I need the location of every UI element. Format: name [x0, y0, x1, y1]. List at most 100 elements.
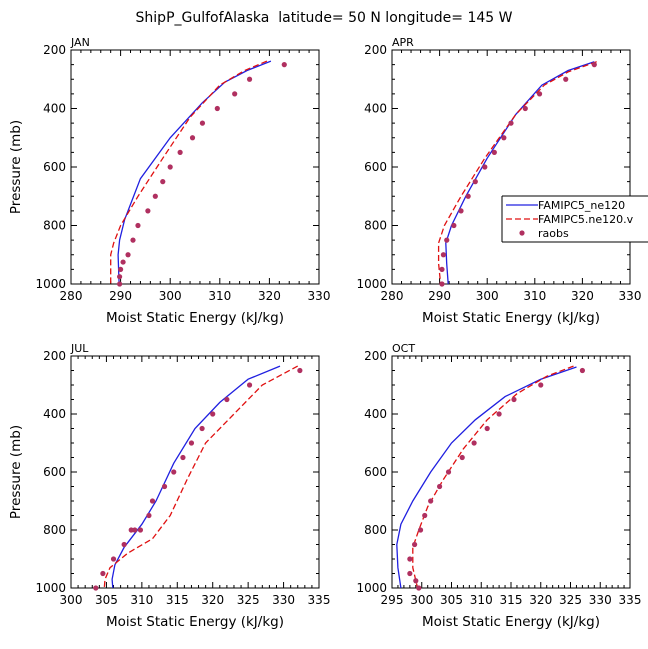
- x-tick-label: 300: [60, 593, 83, 607]
- series-line-famipc5-ne120: [117, 60, 272, 285]
- y-tick-label: 400: [43, 407, 66, 421]
- raobs-point: [440, 252, 447, 258]
- x-tick-label: 300: [410, 593, 433, 607]
- y-tick-label: 600: [43, 465, 66, 479]
- plot-frame: [391, 355, 631, 589]
- raobs-point: [160, 179, 166, 185]
- raobs-point: [407, 570, 413, 577]
- raobs-point: [281, 62, 287, 68]
- series-line-famipc5-ne120-v: [103, 365, 299, 589]
- raobs-point: [188, 440, 195, 446]
- raobs-point: [511, 396, 517, 403]
- y-tick-label: 200: [43, 43, 66, 57]
- raobs-point: [137, 527, 144, 533]
- x-tick-label: 335: [619, 593, 642, 607]
- raobs-point: [422, 512, 428, 519]
- panel-oct: OCT 295 300 305 310 315 320 325 330 335 200 400 600 8…: [356, 342, 641, 630]
- raobs-point: [145, 208, 151, 214]
- panel-title: JUL: [70, 342, 89, 355]
- x-axis-label: Moist Static Energy (kJ/kg): [106, 310, 284, 326]
- x-tick-label: 320: [258, 289, 281, 303]
- x-tick-label: 325: [559, 593, 582, 607]
- panel-apr: APR 280 290 300 310 320 330 200 400 600 800 1000 Moi…: [356, 36, 641, 326]
- panel-title: JAN: [70, 36, 90, 49]
- raobs-point: [152, 193, 158, 199]
- raobs-point: [412, 541, 418, 548]
- series-line-famipc5-ne120: [445, 61, 595, 285]
- raobs-point: [496, 411, 502, 417]
- x-tick-label: 330: [619, 289, 642, 303]
- raobs-point: [189, 135, 196, 141]
- raobs-point: [491, 149, 497, 155]
- raobs-point: [161, 483, 168, 490]
- raobs-point: [413, 578, 419, 584]
- raobs-point: [508, 120, 514, 126]
- raobs-point: [199, 425, 205, 432]
- legend-label: raobs: [538, 227, 569, 240]
- series-line-famipc5-ne120: [396, 366, 577, 589]
- x-tick-label: 310: [130, 593, 153, 607]
- x-tick-label: 300: [476, 289, 499, 303]
- panel-title: OCT: [392, 342, 415, 355]
- legend-label: FAMIPC5_ne120: [538, 199, 625, 212]
- x-axis-label: Moist Static Energy (kJ/kg): [422, 310, 600, 326]
- raobs-point: [167, 164, 173, 170]
- raobs-point: [246, 382, 253, 388]
- raobs-point: [130, 237, 136, 243]
- panel-title: APR: [392, 36, 414, 49]
- x-tick-label: 305: [440, 593, 463, 607]
- legend-label: FAMIPC5.ne120.v: [538, 213, 634, 226]
- y-tick-label: 800: [364, 523, 387, 537]
- y-tick-label: 400: [43, 102, 66, 116]
- x-axis-label: Moist Static Energy (kJ/kg): [106, 614, 284, 630]
- raobs-point: [501, 135, 507, 141]
- y-tick-label: 1000: [356, 581, 387, 595]
- x-tick-label: 315: [500, 593, 523, 607]
- raobs-point: [439, 281, 445, 287]
- raobs-point: [407, 556, 413, 562]
- raobs-point: [522, 105, 528, 112]
- raobs-point: [246, 76, 253, 82]
- raobs-point: [428, 498, 434, 504]
- y-tick-label: 200: [43, 349, 66, 363]
- raobs-point: [120, 259, 126, 265]
- raobs-point: [117, 274, 123, 280]
- x-tick-label: 290: [428, 289, 451, 303]
- x-axis-label: Moist Static Energy (kJ/kg): [422, 614, 600, 630]
- y-tick-label: 400: [364, 102, 387, 116]
- raobs-point: [417, 527, 424, 533]
- x-tick-label: 310: [208, 289, 231, 303]
- raobs-point: [210, 411, 216, 417]
- raobs-point: [171, 469, 177, 475]
- series-line-famipc5-ne120-v: [110, 60, 268, 284]
- raobs-point: [297, 367, 303, 374]
- raobs-point: [482, 164, 488, 170]
- raobs-point: [459, 454, 465, 461]
- y-tick-label: 800: [364, 219, 387, 233]
- raobs-point: [451, 222, 457, 229]
- raobs-point: [232, 91, 238, 97]
- y-axis-label: Pressure (mb): [8, 120, 24, 214]
- raobs-point: [471, 440, 477, 446]
- raobs-point: [121, 541, 127, 548]
- figure-title: ShipP_GulfofAlaska latitude= 50 N longit…: [136, 10, 513, 26]
- y-tick-label: 200: [364, 43, 387, 57]
- x-tick-label: 320: [571, 289, 594, 303]
- panel-jan: JAN 280 290 300 310 320 330 200 400 600 800 1000 Moi…: [8, 36, 330, 326]
- x-tick-label: 320: [201, 593, 224, 607]
- x-tick-label: 330: [308, 289, 331, 303]
- y-tick-label: 800: [43, 523, 66, 537]
- plot-frame: [70, 49, 320, 285]
- series-line-famipc5-ne120-v: [437, 61, 597, 285]
- x-tick-label: 335: [308, 593, 331, 607]
- raobs-point: [135, 222, 141, 229]
- raobs-point: [484, 425, 490, 432]
- y-axis-label: Pressure (mb): [8, 425, 24, 519]
- raobs-point: [439, 266, 445, 272]
- raobs-point: [224, 396, 230, 403]
- raobs-point: [117, 281, 123, 287]
- raobs-point: [118, 266, 124, 272]
- y-tick-label: 600: [364, 160, 387, 174]
- raobs-point: [591, 62, 597, 68]
- x-tick-label: 280: [60, 289, 83, 303]
